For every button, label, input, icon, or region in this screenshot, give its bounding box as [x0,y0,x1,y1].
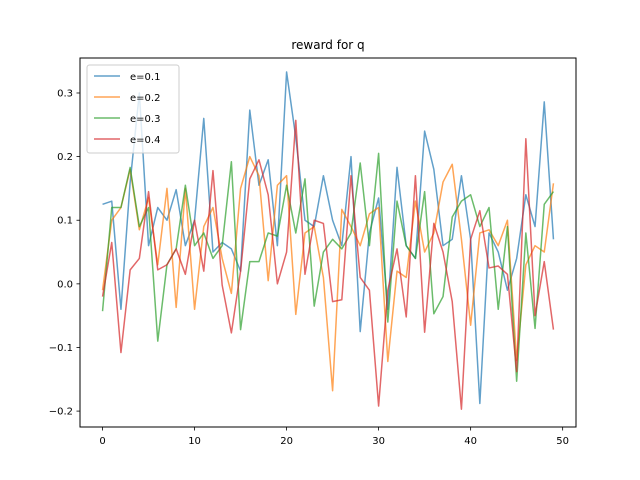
x-tick-label-0: 0 [99,436,105,447]
x-tick-label-3: 30 [372,436,385,447]
x-axis: 0 10 20 30 40 50 [99,427,569,447]
y-tick-label-2: 0.0 [57,279,73,290]
series-line-1 [101,155,555,392]
plot-frame [79,57,577,428]
series-layer [101,71,555,410]
legend-label-0: e=0.1 [130,72,160,83]
series-line-3 [101,119,555,410]
series-line-0 [102,71,555,405]
y-tick-label-0: −0.2 [49,407,73,418]
legend-label-2: e=0.3 [130,114,160,125]
y-tick-label-4: 0.2 [57,152,73,163]
x-tick-label-2: 20 [280,436,293,447]
series-line-2 [101,152,555,382]
chart-title: reward for q [291,38,364,52]
legend-label-3: e=0.4 [130,135,160,146]
y-axis: −0.2 −0.1 0.0 0.1 0.2 0.3 [49,88,80,418]
x-tick-label-1: 10 [188,436,201,447]
legend: e=0.1 e=0.2 e=0.3 e=0.4 [86,64,180,154]
legend-box [86,64,180,154]
x-tick-label-5: 50 [556,436,569,447]
legend-label-1: e=0.2 [130,93,160,104]
y-tick-label-5: 0.3 [57,88,73,99]
y-tick-label-1: −0.1 [49,343,73,354]
y-tick-label-3: 0.1 [57,216,73,227]
x-tick-label-4: 40 [464,436,477,447]
